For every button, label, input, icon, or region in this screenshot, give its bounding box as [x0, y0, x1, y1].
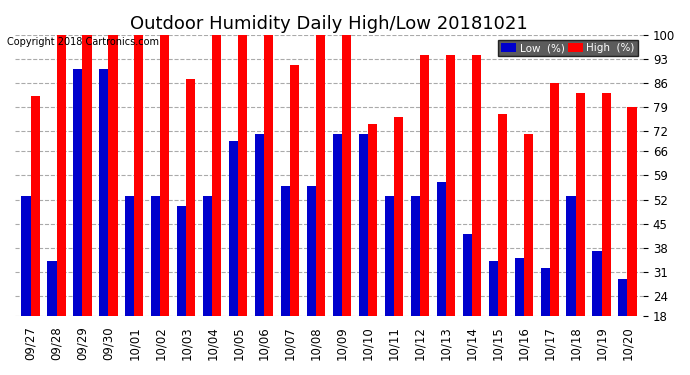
Bar: [99, 69, 108, 375]
Bar: [255, 134, 264, 375]
Title: Outdoor Humidity Daily High/Low 20181021: Outdoor Humidity Daily High/Low 20181021: [130, 15, 528, 33]
Bar: [342, 34, 351, 375]
Text: Copyright 2018 Cartronics.com: Copyright 2018 Cartronics.com: [7, 37, 159, 47]
Bar: [446, 55, 455, 375]
Bar: [497, 114, 506, 375]
Bar: [21, 196, 30, 375]
Bar: [489, 261, 497, 375]
Bar: [229, 141, 238, 375]
Bar: [177, 206, 186, 375]
Bar: [368, 124, 377, 375]
Bar: [602, 93, 611, 375]
Bar: [48, 261, 57, 375]
Bar: [359, 134, 368, 375]
Bar: [515, 258, 524, 375]
Bar: [238, 34, 247, 375]
Bar: [540, 268, 550, 375]
Bar: [333, 134, 342, 375]
Bar: [186, 79, 195, 375]
Bar: [264, 34, 273, 375]
Bar: [307, 186, 316, 375]
Bar: [73, 69, 83, 375]
Bar: [281, 186, 290, 375]
Bar: [463, 234, 472, 375]
Bar: [135, 34, 144, 375]
Bar: [57, 34, 66, 375]
Bar: [160, 34, 170, 375]
Bar: [437, 182, 446, 375]
Bar: [593, 251, 602, 375]
Bar: [394, 117, 403, 375]
Bar: [290, 66, 299, 375]
Bar: [550, 82, 559, 375]
Bar: [151, 196, 160, 375]
Bar: [627, 107, 637, 375]
Legend: Low  (%), High  (%): Low (%), High (%): [497, 40, 638, 56]
Bar: [30, 96, 39, 375]
Bar: [108, 34, 117, 375]
Bar: [472, 55, 481, 375]
Bar: [575, 93, 584, 375]
Bar: [203, 196, 213, 375]
Bar: [420, 55, 429, 375]
Bar: [566, 196, 575, 375]
Bar: [524, 134, 533, 375]
Bar: [126, 196, 135, 375]
Bar: [411, 196, 420, 375]
Bar: [618, 279, 627, 375]
Bar: [213, 34, 221, 375]
Bar: [83, 34, 92, 375]
Bar: [385, 196, 394, 375]
Bar: [316, 34, 325, 375]
